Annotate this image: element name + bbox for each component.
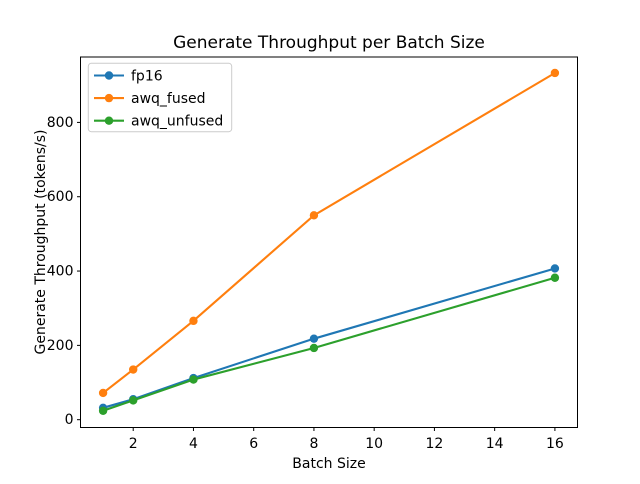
x-tick-label: 2 <box>129 436 138 452</box>
legend-box <box>87 62 233 133</box>
data-point-awq_unfused-x2 <box>129 396 138 405</box>
legend-entry-awq_fused: awq_fused <box>94 91 206 107</box>
data-point-fp16-x16 <box>550 264 560 273</box>
y-tick-label: 200 <box>47 338 74 354</box>
series-fp16 <box>98 264 560 413</box>
y-tick-label: 400 <box>47 264 74 280</box>
legend: fp16 awq_fused awq_unfused <box>87 62 233 133</box>
legend-entry-fp16: fp16 <box>94 68 163 84</box>
x-axis-label: Batch Size <box>292 456 365 472</box>
data-point-awq_fused-x1 <box>98 388 108 398</box>
data-point-awq_unfused-x1 <box>98 406 108 415</box>
x-tick-label: 4 <box>189 436 198 452</box>
legend-label: fp16 <box>131 68 163 84</box>
legend-marker-icon <box>104 71 114 80</box>
legend-entry-awq_unfused: awq_unfused <box>94 114 223 130</box>
x-tick-label: 12 <box>426 436 444 452</box>
legend-marker-icon <box>104 93 114 103</box>
x-axis-ticks: 2 4 6 8 10 12 14 16 <box>129 427 564 452</box>
data-point-awq_fused-x4 <box>189 316 198 326</box>
series-awq_fused <box>98 68 560 398</box>
chart-title: Generate Throughput per Batch Size <box>173 33 485 53</box>
x-tick-label: 10 <box>365 436 383 452</box>
plot-border <box>80 56 578 428</box>
y-axis-label: Generate Throughput (tokens/s) <box>33 130 49 355</box>
x-tick-label: 6 <box>249 436 258 452</box>
data-point-fp16-x8 <box>309 334 319 343</box>
x-tick-label: 14 <box>486 436 504 452</box>
y-tick-label: 600 <box>47 189 74 205</box>
y-tick-label: 800 <box>47 115 74 131</box>
legend-marker-icon <box>104 116 114 125</box>
data-point-awq_fused-x2 <box>129 365 138 374</box>
legend-label: awq_unfused <box>131 114 223 130</box>
data-point-awq_unfused-x16 <box>550 273 560 282</box>
series-line-awq_unfused <box>102 276 556 412</box>
data-point-awq_fused-x8 <box>309 211 319 220</box>
data-point-awq_unfused-x8 <box>309 343 319 353</box>
series-awq_unfused <box>98 273 560 415</box>
data-point-awq_fused-x16 <box>550 68 560 78</box>
y-tick-label: 0 <box>65 412 74 428</box>
x-tick-label: 16 <box>546 436 564 452</box>
x-tick-label: 8 <box>309 436 318 452</box>
data-point-awq_unfused-x4 <box>189 375 198 384</box>
legend-label: awq_fused <box>131 91 206 107</box>
data-series <box>98 68 560 415</box>
y-axis-ticks: 0 200 400 600 800 <box>47 115 81 428</box>
